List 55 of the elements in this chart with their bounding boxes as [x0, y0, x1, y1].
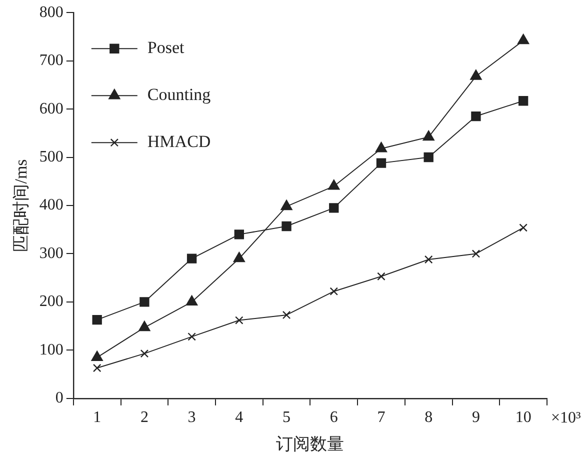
point: [186, 254, 197, 264]
point: [188, 332, 196, 341]
legend-label: Poset: [147, 38, 185, 58]
point: [518, 96, 528, 106]
point: [91, 350, 103, 362]
point: [518, 34, 530, 44]
point: [472, 250, 480, 258]
point: [92, 314, 102, 325]
point: [424, 255, 433, 264]
y-tick-label: 800: [39, 4, 64, 21]
point: [186, 295, 198, 306]
point: [92, 364, 102, 372]
x-tick-label: 1: [93, 409, 102, 426]
x-tick-label: 4: [235, 409, 244, 426]
x-tick-label: 5: [282, 409, 291, 426]
point: [519, 224, 528, 232]
y-tick-label: 300: [39, 244, 64, 262]
y-tick-label: 500: [39, 148, 64, 166]
x-axis-title: 订阅数量: [276, 434, 344, 454]
y-tick-label: 400: [39, 196, 64, 214]
point: [140, 297, 150, 307]
point: [138, 320, 150, 332]
point: [329, 203, 339, 213]
point: [282, 221, 292, 232]
point: [282, 310, 291, 320]
y-tick-label: 100: [39, 341, 64, 358]
point: [280, 200, 292, 210]
point: [376, 158, 386, 168]
y-tick-label: 200: [39, 293, 64, 310]
x-tick-label: 2: [140, 409, 148, 426]
x-tick-label: 9: [472, 409, 480, 426]
point: [235, 316, 244, 324]
x-tick-label: 8: [424, 409, 433, 426]
text: ×10³: [551, 410, 582, 427]
y-axis-title: 匹配时间/ms: [12, 159, 31, 252]
y-tick-label: 700: [39, 52, 64, 70]
legend-label: Counting: [147, 85, 212, 104]
x-tick-label: 6: [330, 409, 338, 426]
y-tick-label: 600: [39, 100, 64, 118]
point: [330, 287, 338, 296]
point: [377, 272, 386, 281]
point: [233, 252, 245, 262]
point: [140, 349, 149, 358]
legend-label: HMACD: [147, 132, 211, 152]
point: [470, 70, 482, 80]
y-tick-label: 0: [55, 390, 64, 407]
point: [375, 142, 388, 152]
point: [422, 130, 434, 141]
point: [471, 111, 481, 122]
point: [328, 180, 340, 190]
x-tick-label: 3: [188, 409, 196, 426]
point: [234, 230, 244, 240]
point: [424, 152, 434, 162]
x-tick-label: 7: [377, 409, 386, 426]
x-tick-label: 10: [515, 409, 532, 426]
